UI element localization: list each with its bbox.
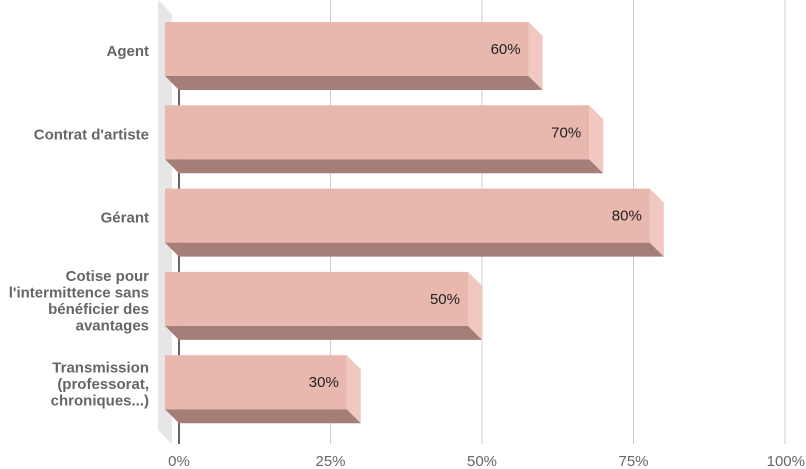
category-label: Contrat d'artiste [34, 126, 149, 143]
bar-side-face [589, 105, 604, 174]
bar: 30% [165, 355, 361, 424]
data-label: 70% [551, 124, 581, 141]
category-labels: Agent Contrat d'artiste Gérant Cotise pour l… [9, 43, 149, 410]
bar-side-face [528, 22, 543, 90]
category-label: Cotise pour l'intermittence sans bénéficie… [9, 268, 149, 335]
x-tick-label: 75% [618, 453, 648, 469]
bar-front-face [165, 355, 347, 410]
bar: 50% [165, 271, 482, 340]
data-label: 50% [430, 291, 460, 308]
bar-front-face [165, 105, 590, 160]
data-label: 30% [309, 374, 339, 391]
bar: 80% [165, 188, 664, 257]
bar-front-face [165, 271, 468, 326]
category-label: Transmission (professorat, chroniques...) [51, 360, 149, 410]
bar: 70% [165, 105, 604, 174]
bar-bottom-face [165, 159, 604, 174]
bar: 60% [165, 22, 543, 90]
x-axis-ticks: 0% 25% 50% 75% 100% [168, 453, 805, 469]
bar-front-face [165, 22, 529, 76]
data-label: 60% [491, 41, 521, 58]
category-label: Agent [107, 43, 150, 60]
bar-side-face [346, 355, 361, 424]
x-tick-label: 100% [767, 453, 805, 469]
bar-bottom-face [165, 76, 543, 90]
bar-bottom-face [165, 325, 482, 340]
bar-bottom-face [165, 409, 361, 424]
x-tick-label: 25% [315, 453, 345, 469]
bar-front-face [165, 188, 650, 243]
data-label: 80% [612, 208, 642, 225]
bars: 60% 70% 80% 50% 30% [165, 22, 664, 424]
x-tick-label: 0% [168, 453, 190, 469]
bar-side-face [468, 271, 482, 340]
category-label: Gérant [101, 210, 149, 227]
bar-bottom-face [165, 242, 664, 257]
bar-side-face [649, 188, 664, 257]
x-tick-label: 50% [467, 453, 497, 469]
